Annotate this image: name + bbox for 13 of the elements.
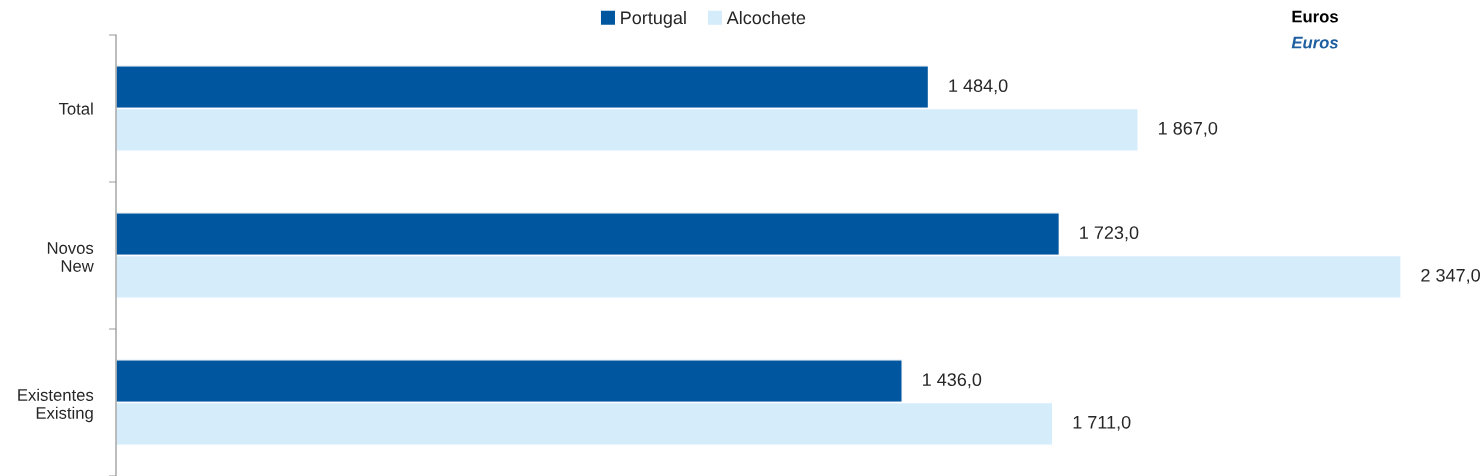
y-tick-label: Novos New xyxy=(47,242,94,272)
data-label: 1 436,0 xyxy=(923,373,982,389)
data-label: 2 347,0 xyxy=(1421,268,1480,284)
legend-label: Alcochete xyxy=(726,10,806,25)
data-label: 1 711,0 xyxy=(1073,415,1131,431)
legend-label: Portugal xyxy=(621,10,686,28)
y-tick-label: Total xyxy=(58,102,93,115)
data-label: 1 723,0 xyxy=(1080,226,1139,242)
text: Euros xyxy=(1292,10,1338,23)
data-label: 1 867,0 xyxy=(1159,121,1218,137)
annotation: Euros xyxy=(1291,36,1339,49)
y-tick-label: Existentes Existing xyxy=(18,388,94,423)
data-label: 1 484,0 xyxy=(949,79,1008,95)
